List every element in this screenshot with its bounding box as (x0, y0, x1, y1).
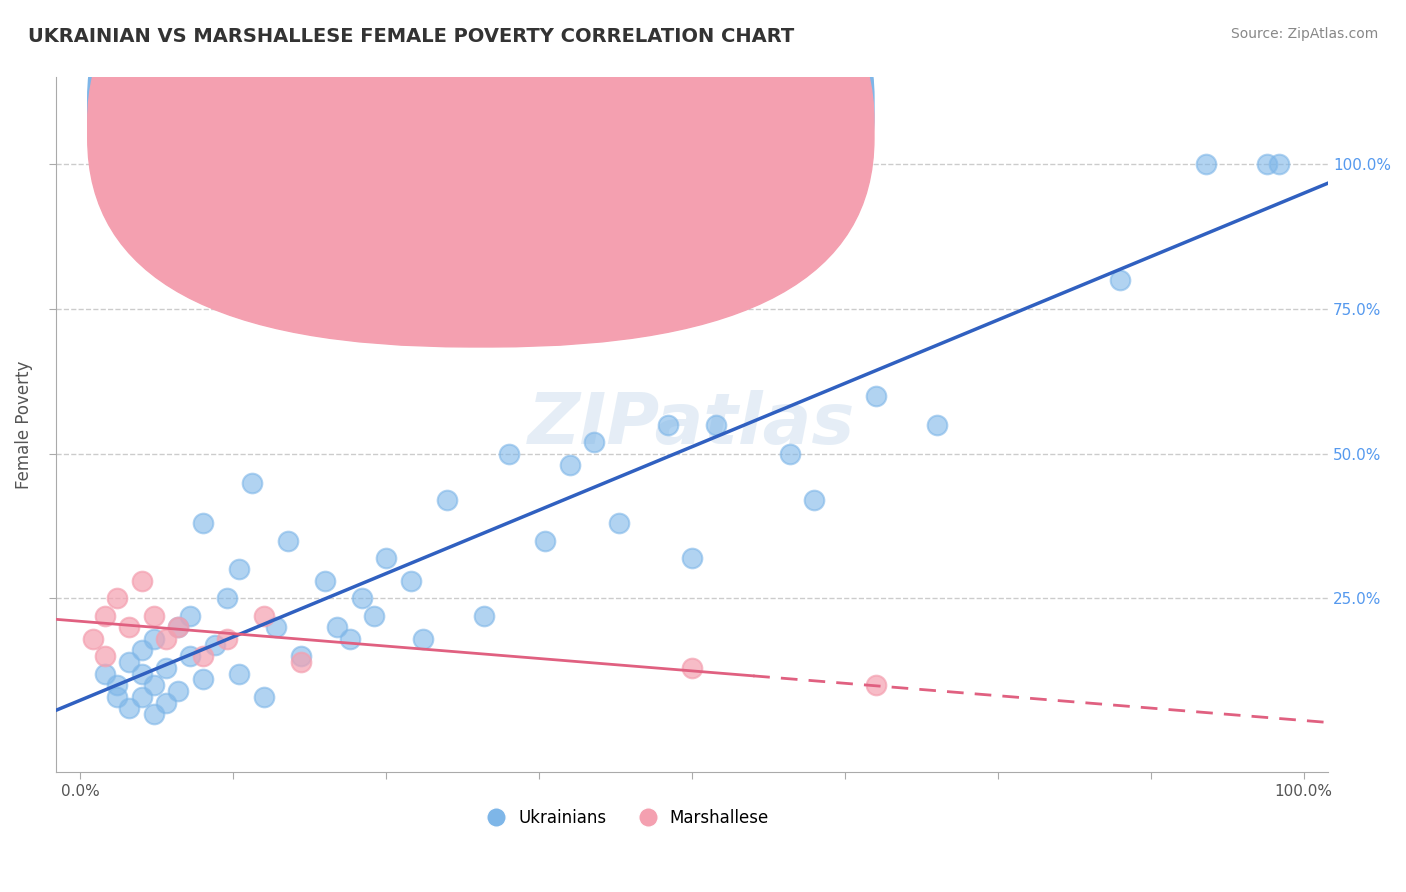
Point (191, 516, 214, 530)
Text: Source: ZipAtlas.com: Source: ZipAtlas.com (1230, 27, 1378, 41)
Point (472, 608, 495, 623)
Point (179, 608, 201, 623)
Point (118, 620, 141, 634)
Point (191, 673, 214, 687)
Point (105, 591, 128, 606)
Point (94, 608, 117, 623)
Point (118, 701, 141, 715)
Point (204, 638, 226, 652)
Point (399, 574, 422, 588)
Point (498, 447, 520, 461)
Point (375, 550, 398, 565)
Point (583, 435, 606, 450)
Point (314, 574, 336, 588)
Point (131, 666, 153, 681)
Point (105, 690, 128, 704)
Point (179, 649, 201, 664)
Point (142, 632, 165, 646)
Point (865, 389, 887, 403)
Point (191, 649, 214, 664)
Point (412, 632, 434, 646)
Point (82, 632, 104, 646)
Y-axis label: Female Poverty: Female Poverty (15, 360, 32, 489)
FancyBboxPatch shape (450, 70, 832, 168)
Point (1268, 157, 1291, 171)
Point (105, 678, 128, 692)
Point (253, 608, 276, 623)
Text: ZIPatlas: ZIPatlas (529, 390, 856, 459)
Point (779, 447, 801, 461)
Point (118, 655, 141, 669)
Point (142, 608, 165, 623)
Point (228, 562, 250, 576)
Text: R = -0.288   N = 15: R = -0.288 N = 15 (495, 122, 672, 141)
Point (326, 620, 349, 634)
Point (363, 608, 385, 623)
Point (253, 690, 276, 704)
Point (803, 493, 825, 508)
Point (155, 696, 177, 710)
Point (436, 493, 458, 508)
Point (264, 620, 287, 634)
Point (131, 690, 153, 704)
Point (167, 620, 190, 634)
Point (350, 591, 373, 606)
Point (167, 684, 190, 698)
Point (558, 458, 581, 473)
Point (534, 533, 557, 548)
Point (681, 550, 703, 565)
FancyBboxPatch shape (87, 0, 875, 347)
Point (94, 666, 117, 681)
Point (155, 661, 177, 675)
Point (290, 655, 312, 669)
Point (142, 678, 165, 692)
Text: R =  0.842   N = 55: R = 0.842 N = 55 (495, 102, 671, 120)
Point (217, 591, 239, 606)
Point (1109, 273, 1132, 287)
Point (228, 666, 250, 681)
Point (240, 475, 263, 490)
Point (1256, 157, 1278, 171)
Point (290, 649, 312, 664)
Text: UKRAINIAN VS MARSHALLESE FEMALE POVERTY CORRELATION CHART: UKRAINIAN VS MARSHALLESE FEMALE POVERTY … (28, 27, 794, 45)
Point (657, 417, 679, 432)
Point (131, 643, 153, 657)
Point (681, 661, 703, 675)
Legend: Ukrainians, Marshallese: Ukrainians, Marshallese (481, 802, 776, 833)
Point (925, 417, 948, 432)
Point (865, 678, 887, 692)
Point (339, 632, 361, 646)
Point (94, 649, 117, 664)
Point (742, 285, 765, 299)
Point (155, 632, 177, 646)
Point (217, 632, 239, 646)
Point (1195, 157, 1218, 171)
Point (131, 574, 153, 588)
Point (607, 516, 630, 530)
Point (167, 620, 190, 634)
Point (706, 417, 728, 432)
FancyBboxPatch shape (87, 0, 875, 324)
Point (277, 533, 299, 548)
Point (142, 707, 165, 722)
